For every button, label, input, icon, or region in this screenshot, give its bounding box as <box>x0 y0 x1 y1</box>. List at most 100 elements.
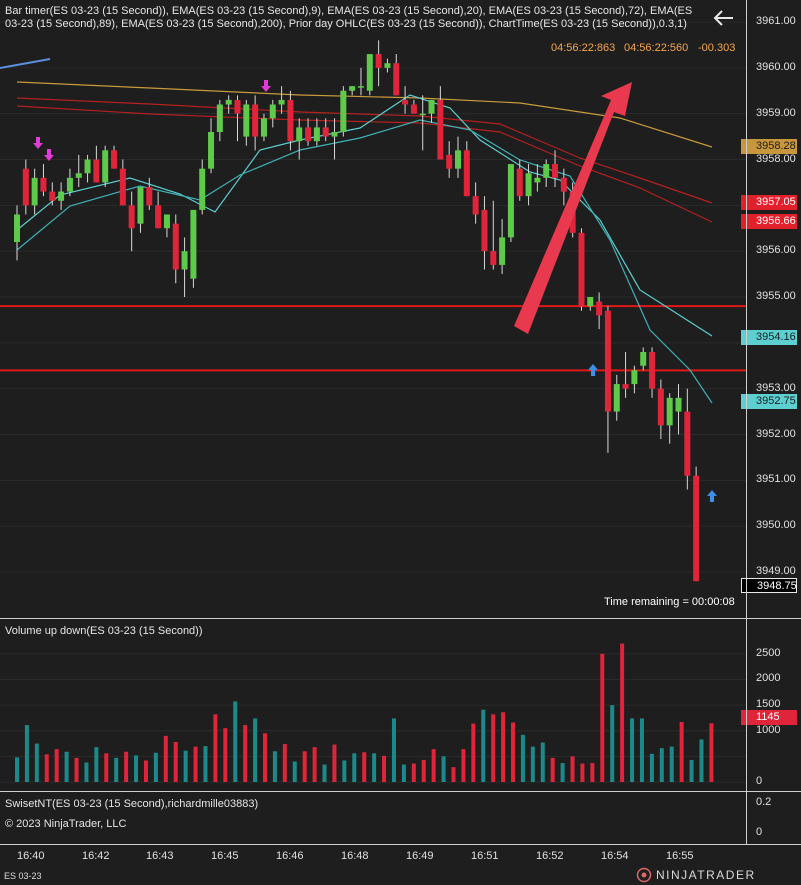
candle <box>128 205 135 229</box>
panel-separator[interactable] <box>0 791 801 792</box>
candle <box>455 150 461 169</box>
candle <box>49 191 56 201</box>
candle <box>446 154 453 169</box>
volume-bar <box>322 764 327 782</box>
volume-bar <box>659 748 664 782</box>
candle <box>93 159 100 183</box>
candle <box>560 177 567 192</box>
volume-bar <box>143 760 148 782</box>
volume-bar <box>263 733 267 782</box>
price-axis-label: 3959.00 <box>756 106 796 119</box>
volume-bar <box>332 744 337 782</box>
price-chart[interactable] <box>0 0 801 618</box>
brand-text: NINJATRADER <box>656 868 756 882</box>
candle <box>260 118 267 137</box>
price-axis-label: 3950.00 <box>756 519 796 532</box>
volume-bar <box>481 709 486 782</box>
time-axis-label: 16:40 <box>17 850 45 862</box>
candle <box>402 99 409 105</box>
volume-title: Volume up down(ES 03-23 (15 Second)) <box>5 625 203 637</box>
candle <box>490 251 497 265</box>
trend-line <box>0 58 51 69</box>
volume-bar <box>64 751 69 782</box>
price-panel[interactable]: Bar timer(ES 03-23 (15 Second)), EMA(ES … <box>0 0 801 618</box>
volume-bar <box>530 746 535 782</box>
candle <box>190 209 197 279</box>
candle <box>463 150 470 197</box>
candle <box>331 132 338 137</box>
candle <box>234 99 241 114</box>
candle <box>640 352 647 366</box>
panel-separator[interactable] <box>0 618 801 619</box>
volume-bar <box>699 739 704 782</box>
price-axis-label: 3961.00 <box>756 15 796 27</box>
volume-panel[interactable]: Volume up down(ES 03-23 (15 Second)) 250… <box>0 619 801 791</box>
candle <box>622 384 629 389</box>
candle <box>155 205 162 229</box>
price-tag-value: 3957.05 <box>756 196 796 208</box>
candle <box>305 127 312 142</box>
back-arrow-icon[interactable] <box>712 8 736 28</box>
sell-signal-icon <box>44 149 54 161</box>
volume-bar <box>253 718 258 782</box>
candle <box>525 173 532 197</box>
volume-bar <box>223 728 228 782</box>
swing-axis-label: 0.2 <box>756 796 772 808</box>
candle <box>428 99 435 114</box>
volume-bar <box>620 643 625 782</box>
volume-axis-label: 2500 <box>756 646 781 659</box>
candle <box>278 99 285 105</box>
candle <box>684 411 691 476</box>
volume-bar <box>421 759 426 782</box>
volume-bar <box>233 701 238 782</box>
price-axis-label: 3953.00 <box>756 381 796 394</box>
candle <box>384 63 391 68</box>
candle <box>578 232 585 307</box>
volume-bar <box>183 750 188 782</box>
volume-bar <box>163 735 168 782</box>
candle <box>208 132 215 169</box>
time-axis-label: 16:43 <box>146 850 174 862</box>
copyright: © 2023 NinjaTrader, LLC <box>5 818 127 830</box>
annotation-arrow-icon <box>514 82 632 334</box>
price-tag: 3956.66 <box>741 214 797 229</box>
volume-bar <box>570 756 575 782</box>
swing-panel[interactable]: SwisetNT(ES 03-23 (15 Second),richardmil… <box>0 792 801 844</box>
candle <box>163 214 170 229</box>
candle <box>75 173 82 178</box>
volume-bar <box>352 753 357 782</box>
candle <box>419 113 426 116</box>
candle <box>410 104 417 114</box>
chart-time-server: 04:56:22:560 <box>624 42 689 54</box>
volume-bar <box>362 752 367 782</box>
candle <box>269 104 276 119</box>
price-axis-label: 3958.00 <box>756 152 796 165</box>
candle <box>649 352 656 389</box>
sell-signal-icon <box>261 80 271 92</box>
price-tag: 3952.75 <box>741 394 797 409</box>
volume-bar <box>560 763 565 782</box>
indicator-title: Bar timer(ES 03-23 (15 Second)), EMA(ES … <box>5 5 693 30</box>
candle <box>437 99 444 160</box>
volume-bar <box>54 749 59 782</box>
volume-chart[interactable] <box>0 619 801 791</box>
time-axis-label: 16:54 <box>601 850 629 862</box>
time-axis-label: 16:46 <box>276 850 304 862</box>
candle <box>84 159 91 174</box>
price-tag-value: 3958.28 <box>756 140 796 152</box>
candle <box>137 187 144 224</box>
time-axis[interactable]: 16:40 16:42 16:43 16:45 16:46 16:48 16:49 16:51… <box>0 845 801 885</box>
panel-separator[interactable] <box>0 844 801 845</box>
price-tag: 3954.16 <box>741 330 797 345</box>
candle <box>675 397 682 412</box>
volume-bar <box>74 757 79 782</box>
volume-bar <box>213 714 218 782</box>
candle <box>58 191 65 201</box>
candle <box>181 251 188 270</box>
chart-time-diff: -00.303 <box>698 42 736 54</box>
swing-axis-label: 0 <box>756 826 763 838</box>
candle <box>146 187 153 206</box>
time-axis-label: 16:52 <box>536 850 564 862</box>
volume-bar <box>550 757 555 782</box>
volume-bar <box>193 746 198 782</box>
